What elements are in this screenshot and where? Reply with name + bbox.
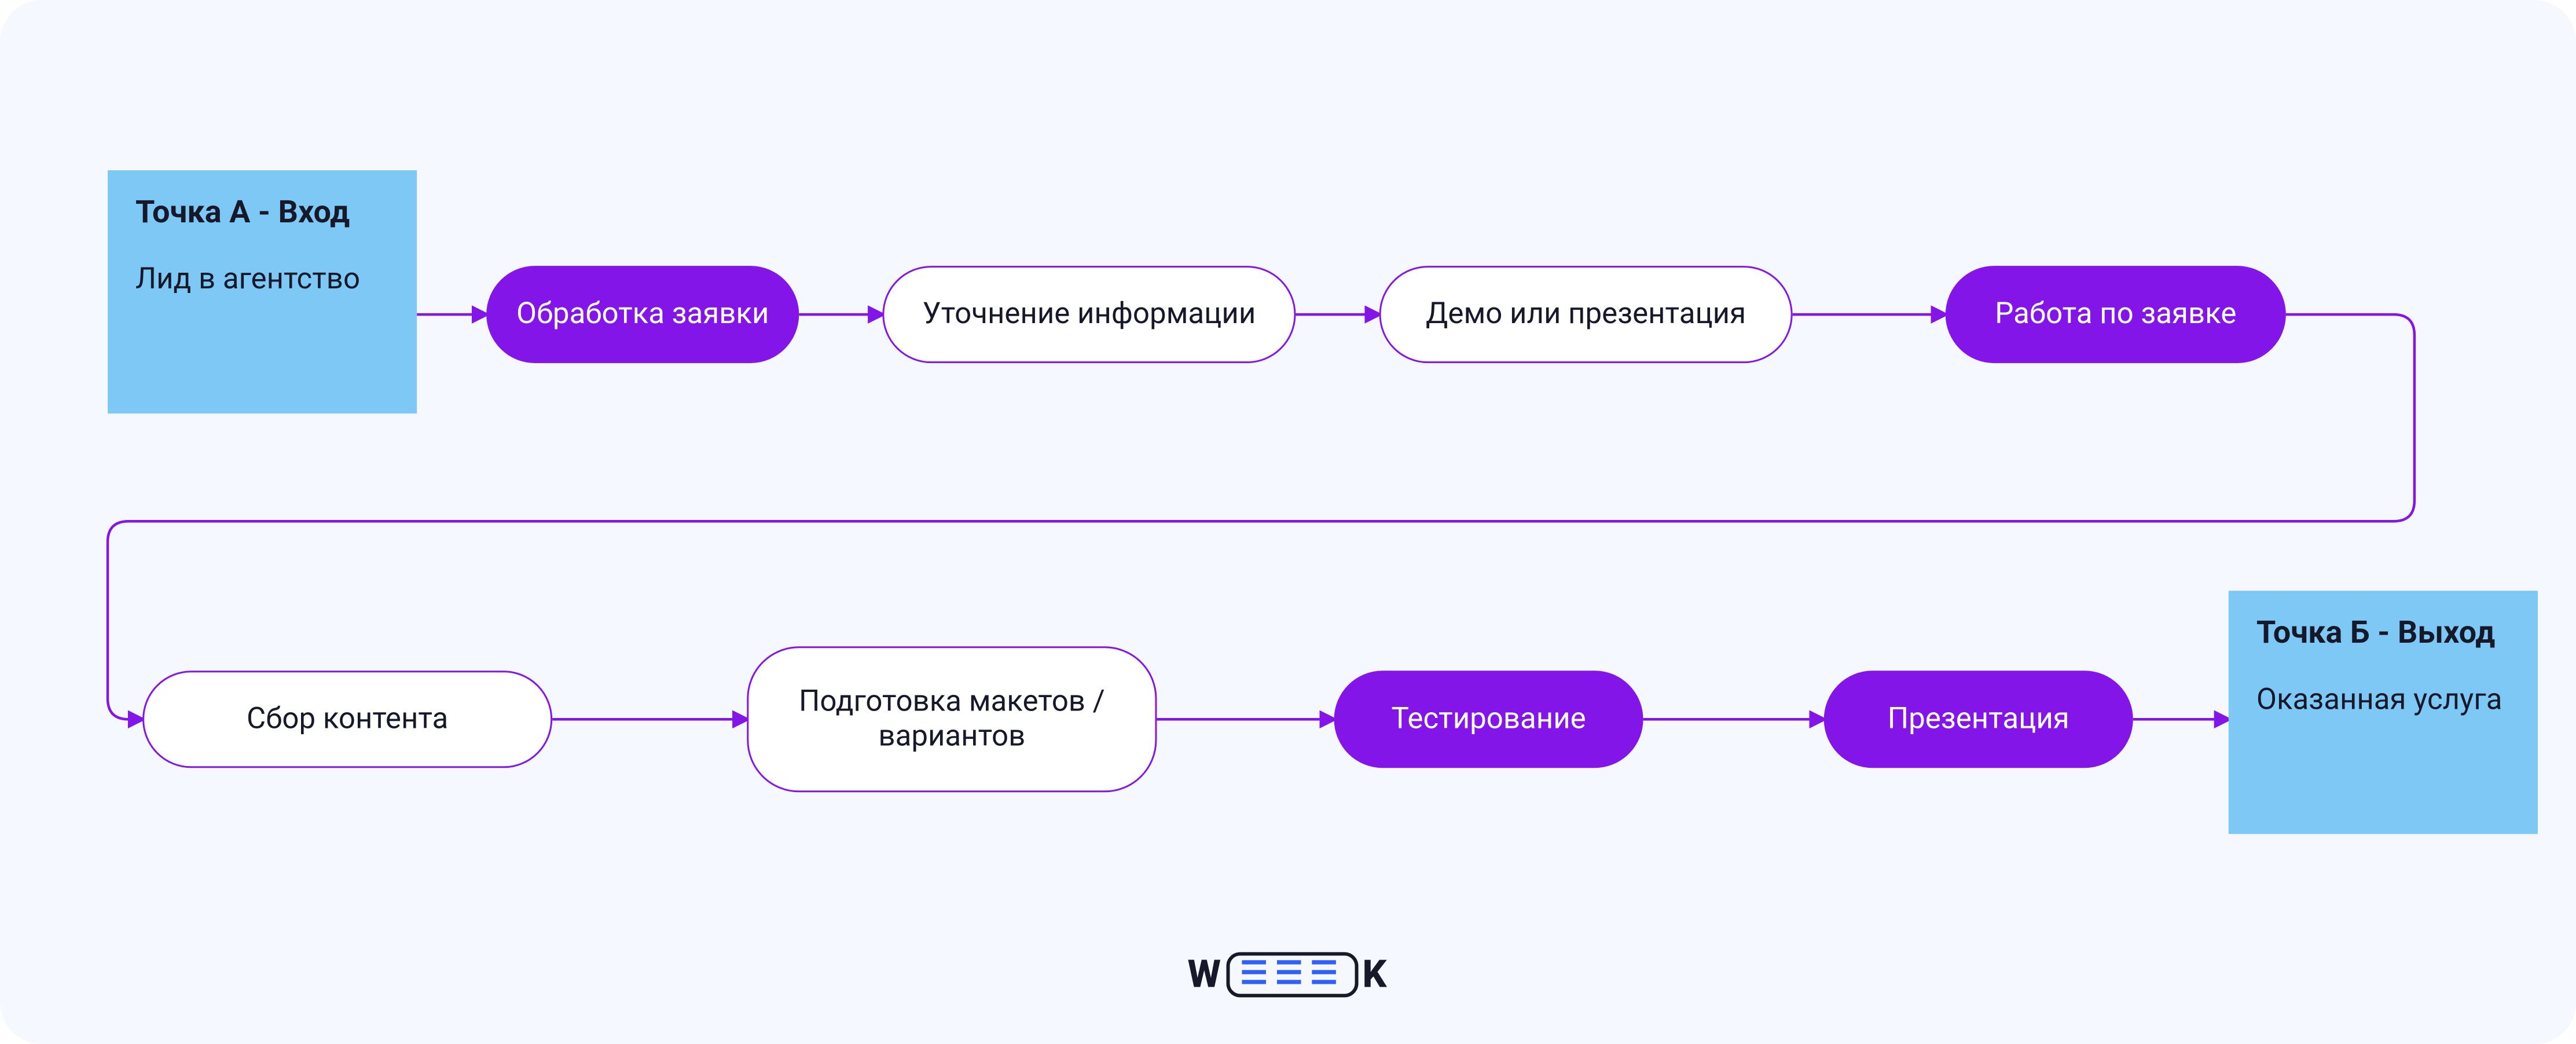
node-n-testing: Тестирование [1334,671,1643,768]
node-subtitle: Оказанная услуга [2256,683,2502,717]
node-subtitle: Лид в агентство [135,262,360,297]
node-n-collect-content: Сбор контента [142,671,552,768]
node-label: Тестирование [1367,702,1610,737]
logo-letter-w: W [1187,953,1223,997]
node-n-work-on-request: Работа по заявке [1946,266,2286,363]
node-n-mockups: Подготовка макетов / вариантов [747,646,1157,792]
logo-eee: ☰☰☰ [1226,952,1359,997]
diagram-canvas: Точка А - Вход Лид в агентство Обработка з… [0,0,2576,1044]
node-n-process-request: Обработка заявки [486,266,799,363]
node-label: Уточнение информации [898,297,1280,332]
node-n-clarify-info: Уточнение информации [882,266,1296,363]
node-label: Обработка заявки [492,297,793,332]
node-label: Сбор контента [222,702,472,737]
node-label: Подготовка макетов / вариантов [748,684,1155,754]
node-label: Демо или презентация [1401,297,1770,332]
node-title: Точка Б - Выход [2256,615,2495,651]
node-label: Презентация [1863,702,2094,737]
node-end-box: Точка Б - Выход Оказанная услуга [2229,591,2538,834]
logo-letter-k: K [1362,953,1388,997]
node-start-box: Точка А - Вход Лид в агентство [108,170,417,413]
node-n-demo: Демо или презентация [1379,266,1793,363]
background-panel [0,0,2576,1044]
logo-wrap: W ☰☰☰ K [0,952,2576,997]
node-title: Точка А - Вход [135,195,350,231]
node-n-presentation2: Презентация [1824,671,2133,768]
node-label: Работа по заявке [1970,297,2261,332]
weeek-logo: W ☰☰☰ K [1187,952,1388,997]
